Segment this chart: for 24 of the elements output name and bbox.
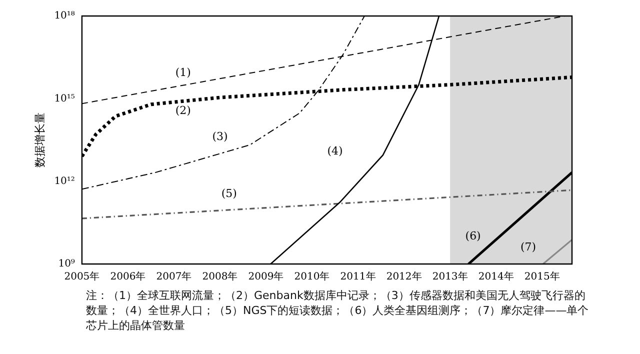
x-tick-label: 2008年 (202, 270, 238, 283)
x-tick-label: 2007年 (156, 270, 192, 283)
x-tick-label: 2010年 (294, 270, 330, 283)
x-tick-label: 2005年 (64, 270, 100, 283)
x-tick-label: 2012年 (386, 270, 422, 283)
series-label: (7) (520, 240, 536, 254)
y-tick-label: 10¹⁵ (54, 93, 75, 104)
series-label: (3) (212, 130, 228, 144)
series-label: (6) (465, 229, 481, 242)
series-label: (5) (221, 186, 237, 200)
y-axis-title: 数据增长量 (34, 112, 47, 168)
series-label: (1) (175, 66, 191, 80)
y-tick-label: 10¹² (54, 176, 75, 187)
x-tick-label: 2015年 (524, 270, 560, 283)
text: (4) (327, 144, 343, 158)
y-tick-label: 10¹⁸ (54, 10, 75, 22)
x-tick-label: 2006年 (110, 270, 146, 283)
y-tick-label: 10⁹ (58, 258, 75, 270)
series-label: (2) (175, 104, 191, 118)
x-tick-label: 2013年 (432, 270, 468, 283)
text: 注：（1）全球互联网流量；（2）Genbank数据库中记录；（3）传感器数据和美国无人驾驶飞行器的数量；（4）全世界人口；（5）NGS下的短读数据；（6）人类全基因组测序；（7）摩尔定律——单个芯片上的晶体管数量 (86, 288, 590, 333)
x-tick-label: 2014年 (478, 270, 514, 283)
x-tick-label: 2009年 (248, 270, 284, 283)
x-tick-label: 2011年 (340, 270, 376, 283)
